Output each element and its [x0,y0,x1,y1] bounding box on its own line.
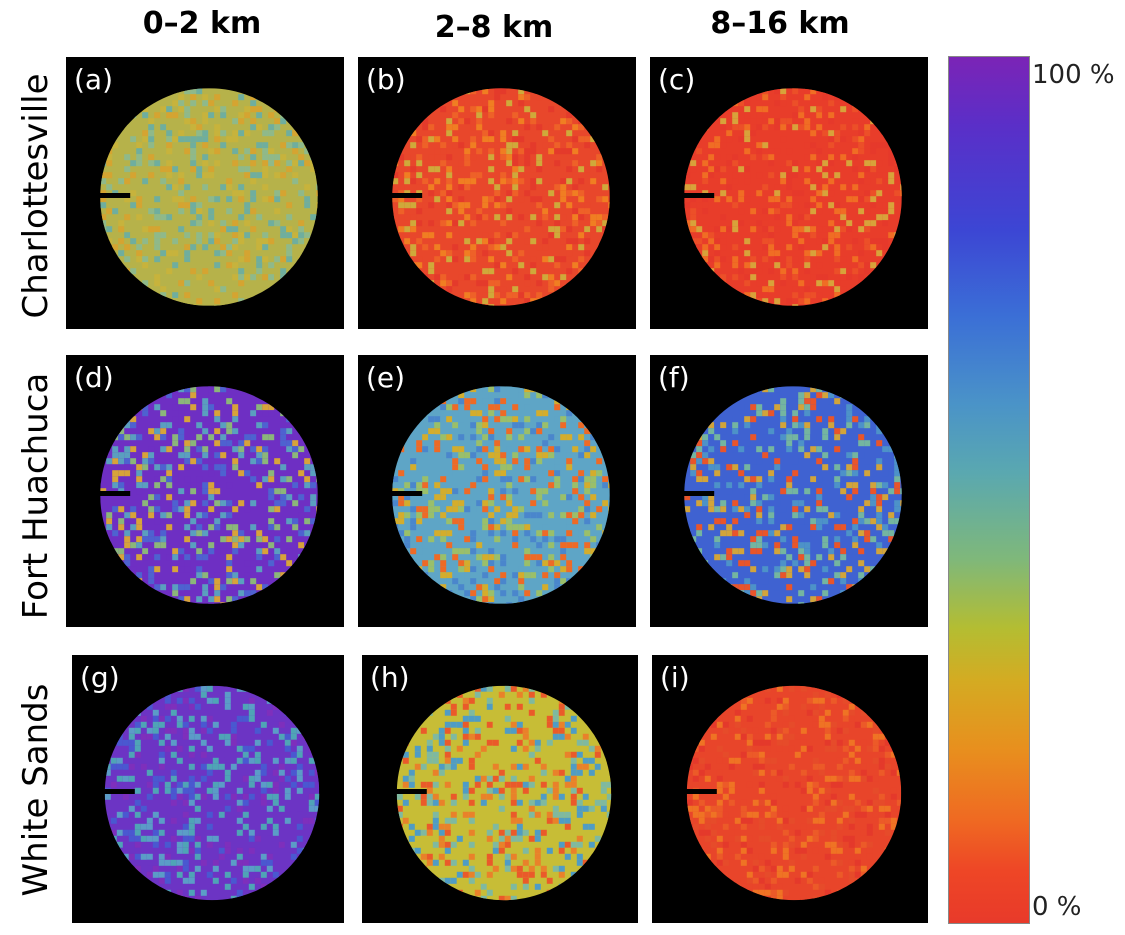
panel-c: (c) [650,57,928,329]
radar-map-e [358,355,636,627]
panel-f: (f) [650,355,928,627]
panel-h: (h) [362,655,638,923]
panel-label-i: (i) [660,661,690,694]
panel-e: (e) [358,355,636,627]
radar-map-b [358,57,636,329]
panel-label-a: (a) [74,63,113,96]
panel-label-c: (c) [658,63,695,96]
row-label-fort-huachuca: Fort Huachuca [16,351,56,641]
colorbar-min-label: 0 % [1032,892,1082,922]
panel-label-e: (e) [366,361,405,394]
panel-label-f: (f) [658,361,690,394]
colorbar-max-label: 100 % [1032,60,1115,90]
radar-map-d [66,355,344,627]
radar-map-f [650,355,928,627]
row-label-charlottesville: Charlottesville [16,51,56,341]
panel-g: (g) [72,655,344,923]
panel-i: (i) [652,655,928,923]
panel-label-d: (d) [74,361,114,394]
colorbar [948,56,1030,924]
radar-map-a [66,57,344,329]
panel-d: (d) [66,355,344,627]
panel-label-g: (g) [80,661,120,694]
column-header-8-16km: 8–16 km [640,6,920,41]
column-header-2-8km: 2–8 km [354,10,634,45]
panel-label-h: (h) [370,661,410,694]
panel-label-b: (b) [366,63,406,96]
row-label-white-sands: White Sands [16,645,56,935]
panel-a: (a) [66,57,344,329]
radar-map-g [72,655,344,923]
radar-map-c [650,57,928,329]
radar-map-h [362,655,638,923]
radar-map-i [652,655,928,923]
panel-b: (b) [358,57,636,329]
column-header-0-2km: 0–2 km [62,6,342,41]
